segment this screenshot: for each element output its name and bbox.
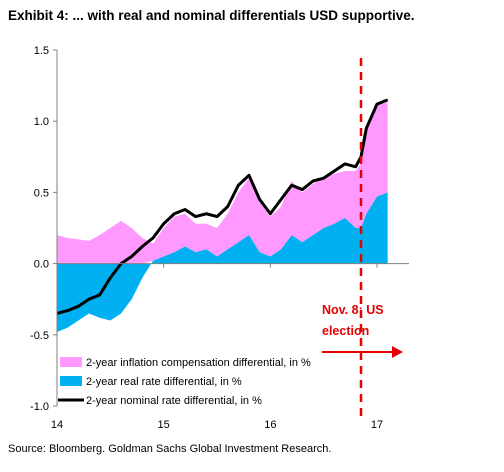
y-tick-label: 1.0 [34, 116, 49, 128]
series-nominal-line [56, 98, 389, 315]
legend-label-inflation: 2-year inflation compensation differenti… [86, 357, 311, 369]
legend-label-nominal: 2-year nominal rate differential, in % [86, 395, 262, 407]
series-inflation-area [57, 102, 388, 264]
y-tick-label: 0.5 [34, 187, 49, 199]
chart-title: Exhibit 4: ... with real and nominal dif… [8, 8, 415, 23]
y-tick-label: -0.5 [30, 330, 49, 342]
chart-ticks: 1.5 1.0 0.5 0.0 -0.5 -1.014 15 16 17 [30, 45, 383, 431]
series-real-area [57, 192, 388, 332]
y-tick-label: -1.0 [30, 401, 49, 413]
legend-swatch-real [60, 376, 82, 386]
x-tick-label: 16 [264, 419, 276, 431]
x-tick-label: 14 [51, 419, 63, 431]
x-tick-label: 17 [371, 419, 383, 431]
arrow-head [392, 346, 403, 358]
y-tick-label: 1.5 [34, 45, 49, 57]
annotation-line-2: election [322, 324, 369, 338]
legend-swatch-inflation [60, 357, 82, 367]
chart: 1.5 1.0 0.5 0.0 -0.5 -1.014 15 16 17 Nov. 8: US … [30, 45, 409, 431]
legend: 2-year inflation compensation differenti… [58, 357, 311, 407]
annotation-line-1: Nov. 8: US [322, 303, 384, 317]
y-tick-label: 0.0 [34, 259, 49, 271]
chart-axes [56, 50, 409, 406]
legend-label-real: 2-year real rate differential, in % [86, 376, 242, 388]
chart-lines [56, 98, 389, 315]
chart-areas [57, 102, 388, 332]
election-marker: Nov. 8: US election [322, 58, 403, 418]
x-tick-label: 15 [158, 419, 170, 431]
source-note: Source: Bloomberg. Goldman Sachs Global … [8, 443, 332, 455]
